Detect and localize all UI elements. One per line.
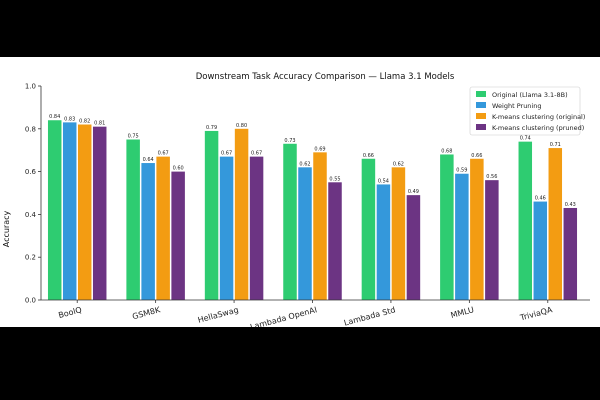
bar-value-label: 0.49 [408,189,419,195]
bar-value-label: 0.80 [236,123,247,129]
y-tick-label: 0.4 [25,211,37,219]
y-axis-label: Accuracy [2,210,11,247]
bar-mmlu-series-2 [470,158,484,300]
legend-swatch-kmeans-pruned [476,124,486,130]
bar-value-label: 0.55 [329,176,340,182]
bar-hellaswag-series-3 [249,156,264,300]
y-tick-label: 1.0 [25,83,36,91]
legend-frame [469,86,581,136]
legend-swatch-weight-pruning [476,102,486,108]
bar-value-label: 0.64 [143,157,154,163]
bar-lambada-openai-series-3 [328,182,342,300]
legend-label-kmeans-original: K-means clustering (original) [492,113,585,121]
y-tick-label: 0.8 [25,125,36,133]
bar-gsm8k-series-1 [141,163,155,300]
bar-gsm8k-series-0 [126,139,140,300]
legend-swatch-kmeans-original [476,113,486,119]
bar-value-label: 0.79 [206,125,217,131]
bar-value-label: 0.66 [363,153,374,159]
bar-lambada-std-series-3 [406,195,421,300]
bar-value-label: 0.62 [299,161,310,167]
y-tick-label: 0.2 [25,254,36,262]
bar-chart: Downstream Task Accuracy Comparison — Ll… [2,72,590,327]
bar-value-label: 0.67 [158,151,169,157]
legend-label-original: Original (Llama 3.1-8B) [492,91,568,99]
bar-value-label: 0.68 [441,148,452,154]
x-tick-label: TriviaQA [518,305,554,323]
bar-value-label: 0.81 [94,121,105,127]
bar-value-label: 0.62 [393,161,404,167]
bar-lambada-std-series-0 [361,158,376,300]
y-axis: 0.0 0.2 0.4 0.6 0.8 1.0 [25,83,41,305]
bar-mmlu-series-1 [455,173,469,300]
x-axis: BoolQ GSM8K HellaSwag Lambada OpenAI Lambada… [57,300,554,327]
bars [47,120,578,301]
bar-gsm8k-series-2 [156,156,170,300]
bar-boolq-series-2 [77,124,92,301]
x-tick-label: HellaSwag [197,305,240,325]
legend-label-kmeans-pruned: K-means clustering (pruned) [492,124,584,132]
bar-lambada-std-series-1 [376,184,391,300]
bar-lambada-std-series-2 [391,167,406,300]
bar-value-label: 0.71 [550,142,561,148]
bar-value-labels: 0.84 0.83 0.82 0.81 0.75 0.64 0.67 0.60 0.79 0.67… [49,114,576,208]
x-tick-label: Lambada OpenAI [249,305,318,327]
x-tick-label: MMLU [450,305,475,320]
bar-triviaqa-series-1 [533,201,548,300]
legend-swatch-original [476,91,486,97]
bar-value-label: 0.59 [456,168,467,174]
bar-value-label: 0.75 [128,134,139,140]
bar-gsm8k-series-3 [171,171,185,300]
bar-value-label: 0.60 [173,166,184,172]
bar-value-label: 0.43 [565,202,576,208]
bar-value-label: 0.54 [378,178,389,184]
y-tick-label: 0.0 [25,297,36,305]
bar-value-label: 0.56 [486,174,497,180]
bar-value-label: 0.83 [64,116,75,122]
bar-triviaqa-series-3 [563,207,578,300]
bar-value-label: 0.84 [49,114,60,120]
bar-hellaswag-series-2 [234,128,249,300]
x-tick-label: Lambada Std [343,305,396,327]
x-tick-label: GSM8K [131,305,162,321]
x-tick-label: BoolQ [57,305,82,320]
bar-boolq-series-1 [62,122,77,300]
bar-hellaswag-series-1 [219,156,234,300]
bar-value-label: 0.69 [314,146,325,152]
legend: Original (Llama 3.1-8B) Weight Pruning K… [469,86,585,136]
bar-mmlu-series-3 [485,180,499,300]
bar-value-label: 0.73 [284,138,295,144]
bar-boolq-series-3 [92,126,107,300]
bar-boolq-series-0 [47,120,62,300]
bar-value-label: 0.46 [535,196,546,202]
bar-value-label: 0.66 [471,153,482,159]
bar-value-label: 0.82 [79,119,90,125]
bar-mmlu-series-0 [440,154,454,300]
y-tick-label: 0.6 [25,168,37,176]
bar-value-label: 0.67 [251,151,262,157]
bar-value-label: 0.74 [520,136,531,142]
bar-lambada-openai-series-1 [298,167,312,300]
chart-title: Downstream Task Accuracy Comparison — Ll… [196,72,455,82]
bar-triviaqa-series-2 [548,148,563,300]
bar-value-label: 0.67 [221,151,232,157]
bar-hellaswag-series-0 [204,130,219,300]
bar-lambada-openai-series-0 [283,143,297,300]
legend-label-weight-pruning: Weight Pruning [492,102,541,110]
bar-lambada-openai-series-2 [313,152,327,300]
bar-triviaqa-series-0 [518,141,533,300]
